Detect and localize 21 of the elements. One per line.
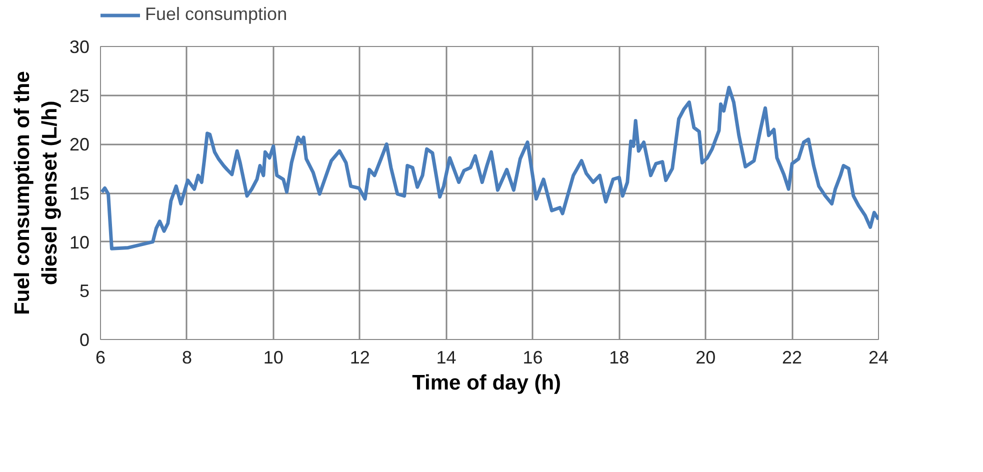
y-tick-label: 20	[69, 134, 90, 155]
x-tick-label: 8	[182, 348, 192, 368]
x-tick-label: 22	[782, 348, 802, 368]
y-tick-label: 15	[69, 184, 90, 204]
x-tick-label: 16	[522, 348, 543, 368]
line-series	[100, 86, 878, 250]
y-tick-label: 0	[79, 330, 90, 350]
x-tick-label: 14	[436, 348, 456, 368]
legend-label: Fuel consumption	[145, 4, 288, 25]
y-axis-title: Fuel consumption of the diesel genset (L/h)	[10, 71, 62, 315]
y-tick-label: 25	[69, 86, 90, 106]
x-tick-label: 20	[696, 348, 716, 368]
y-tick-label: 10	[69, 232, 90, 252]
x-tick-label: 12	[350, 348, 370, 368]
x-tick-label: 6	[95, 348, 106, 368]
y-tick-label: 30	[69, 37, 90, 57]
x-axis-title: Time of day (h)	[412, 372, 562, 394]
y-tick-label: 5	[79, 281, 90, 302]
x-tick-label: 10	[263, 348, 284, 368]
x-tick-label: 18	[609, 348, 630, 368]
x-tick-label: 24	[868, 348, 889, 368]
